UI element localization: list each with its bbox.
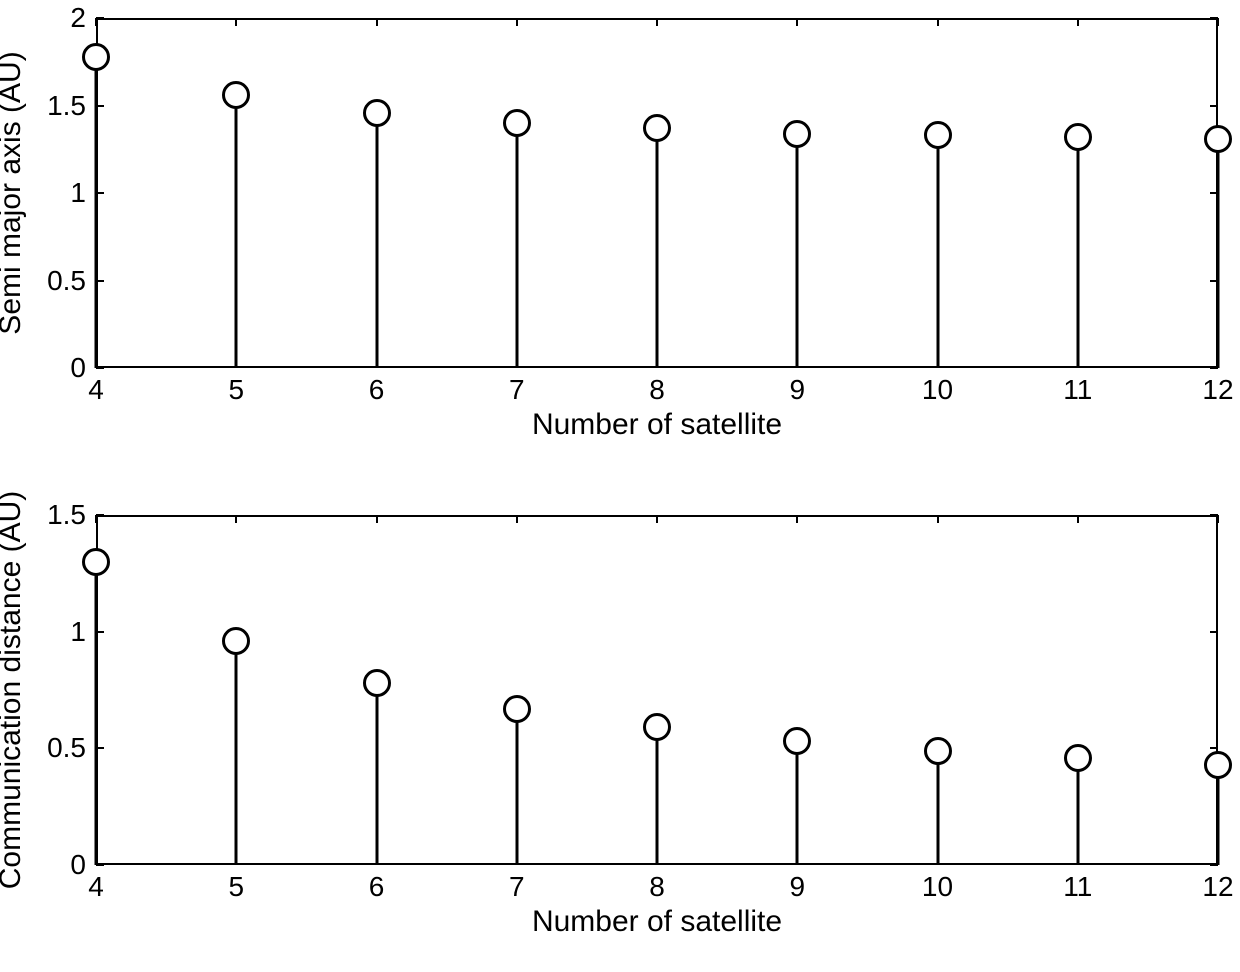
- top-stem-marker: [924, 121, 952, 149]
- top-xtick-label: 6: [369, 374, 385, 406]
- bottom-stem-line: [1076, 758, 1079, 865]
- bottom-xtick-label: 7: [509, 871, 525, 903]
- top-stem-line: [656, 128, 659, 368]
- bottom-stem-marker: [783, 727, 811, 755]
- top-stem-marker: [1204, 125, 1232, 153]
- top-stem-marker: [363, 99, 391, 127]
- bottom-ytick-label: 1.5: [47, 499, 86, 531]
- bottom-stem-line: [95, 562, 98, 865]
- bottom-ytick-label: 0.5: [47, 732, 86, 764]
- top-stem-marker: [503, 109, 531, 137]
- bottom-ylabel: Communication distance (AU): [0, 491, 28, 889]
- bottom-xtick-label: 10: [922, 871, 953, 903]
- bottom-stem-line: [375, 683, 378, 865]
- top-stem-line: [95, 57, 98, 369]
- bottom-stem-marker: [643, 713, 671, 741]
- top-xtick-label: 5: [228, 374, 244, 406]
- bottom-xtick-label: 5: [228, 871, 244, 903]
- bottom-ytick-label: 0: [70, 849, 86, 881]
- bottom-stem-line: [796, 741, 799, 865]
- top-stem-marker: [82, 43, 110, 71]
- bottom-ytick: [1210, 747, 1218, 749]
- top-xtick-label: 9: [789, 374, 805, 406]
- bottom-xtick: [1217, 515, 1219, 523]
- top-xtick-label: 12: [1202, 374, 1233, 406]
- top-ytick-label: 0: [70, 352, 86, 384]
- top-stem-line: [796, 134, 799, 369]
- bottom-ytick: [1210, 514, 1218, 516]
- bottom-xtick-label: 6: [369, 871, 385, 903]
- bottom-ytick-label: 1: [70, 616, 86, 648]
- top-ylabel: Semi major axis (AU): [0, 51, 28, 334]
- bottom-stem-marker: [363, 669, 391, 697]
- top-stem-marker: [643, 114, 671, 142]
- bottom-xtick: [796, 515, 798, 523]
- top-xtick: [376, 18, 378, 26]
- top-stem-marker: [1064, 123, 1092, 151]
- bottom-stem-line: [1217, 765, 1220, 865]
- top-xlabel: Number of satellite: [532, 408, 782, 442]
- top-stem-line: [936, 135, 939, 368]
- bottom-stem-line: [515, 709, 518, 865]
- bottom-xtick-label: 4: [88, 871, 104, 903]
- top-xtick: [656, 18, 658, 26]
- top-xtick: [1217, 18, 1219, 26]
- bottom-xtick-label: 8: [649, 871, 665, 903]
- bottom-xtick-label: 11: [1063, 871, 1092, 903]
- top-ytick-label: 2: [70, 2, 86, 34]
- bottom-xtick: [516, 515, 518, 523]
- bottom-stem-line: [656, 727, 659, 865]
- top-xtick: [1077, 18, 1079, 26]
- top-stem-line: [515, 123, 518, 368]
- bottom-xtick: [376, 515, 378, 523]
- top-xtick-label: 11: [1063, 374, 1092, 406]
- top-xtick-label: 4: [88, 374, 104, 406]
- top-xtick: [937, 18, 939, 26]
- top-stem-marker: [222, 81, 250, 109]
- bottom-stem-marker: [1064, 744, 1092, 772]
- top-stem-line: [1217, 139, 1220, 368]
- top-xtick: [516, 18, 518, 26]
- bottom-xtick: [656, 515, 658, 523]
- bottom-stem-line: [936, 751, 939, 865]
- top-ytick: [96, 17, 104, 19]
- top-ytick: [1210, 105, 1218, 107]
- bottom-ytick: [1210, 631, 1218, 633]
- bottom-ytick: [96, 514, 104, 516]
- bottom-stem-marker: [924, 737, 952, 765]
- top-xtick-label: 10: [922, 374, 953, 406]
- top-stem-line: [235, 95, 238, 368]
- bottom-xtick: [937, 515, 939, 523]
- top-ytick: [1210, 17, 1218, 19]
- bottom-xtick: [235, 515, 237, 523]
- top-stem-marker: [783, 120, 811, 148]
- bottom-xtick-label: 12: [1202, 871, 1233, 903]
- top-xtick: [796, 18, 798, 26]
- top-stem-line: [375, 113, 378, 369]
- bottom-xtick-label: 9: [789, 871, 805, 903]
- top-xtick-label: 8: [649, 374, 665, 406]
- bottom-stem-line: [235, 641, 238, 865]
- bottom-xlabel: Number of satellite: [532, 905, 782, 939]
- bottom-xtick: [1077, 515, 1079, 523]
- top-xtick: [95, 18, 97, 26]
- bottom-stem-marker: [222, 627, 250, 655]
- top-ytick-label: 1.5: [47, 90, 86, 122]
- bottom-stem-marker: [82, 548, 110, 576]
- top-xtick-label: 7: [509, 374, 525, 406]
- top-stem-line: [1076, 137, 1079, 368]
- bottom-xtick: [95, 515, 97, 523]
- top-ytick-label: 0.5: [47, 265, 86, 297]
- bottom-stem-marker: [1204, 751, 1232, 779]
- top-xtick: [235, 18, 237, 26]
- top-ytick-label: 1: [70, 177, 86, 209]
- bottom-stem-marker: [503, 695, 531, 723]
